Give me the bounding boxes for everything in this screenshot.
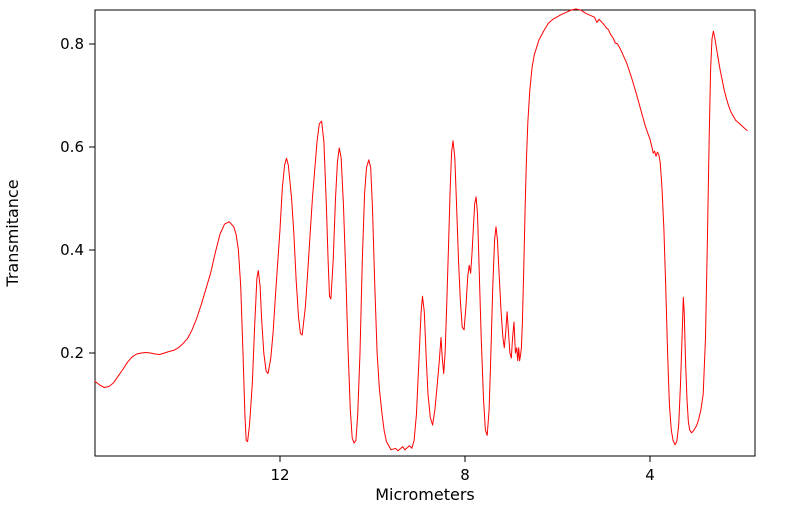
y-tick-label: 0.2 [60,344,84,362]
x-tick-label: 4 [645,466,655,484]
spectrum-line [94,8,748,452]
x-tick-label: 12 [270,466,289,484]
y-axis-label: Transmitance [3,179,22,287]
y-tick-label: 0.4 [60,241,84,259]
plot-frame [94,9,756,457]
y-tick-label: 0.6 [60,138,84,156]
y-tick-label: 0.8 [60,35,84,53]
x-tick-label: 8 [460,466,470,484]
x-axis-label: Micrometers [375,485,475,504]
